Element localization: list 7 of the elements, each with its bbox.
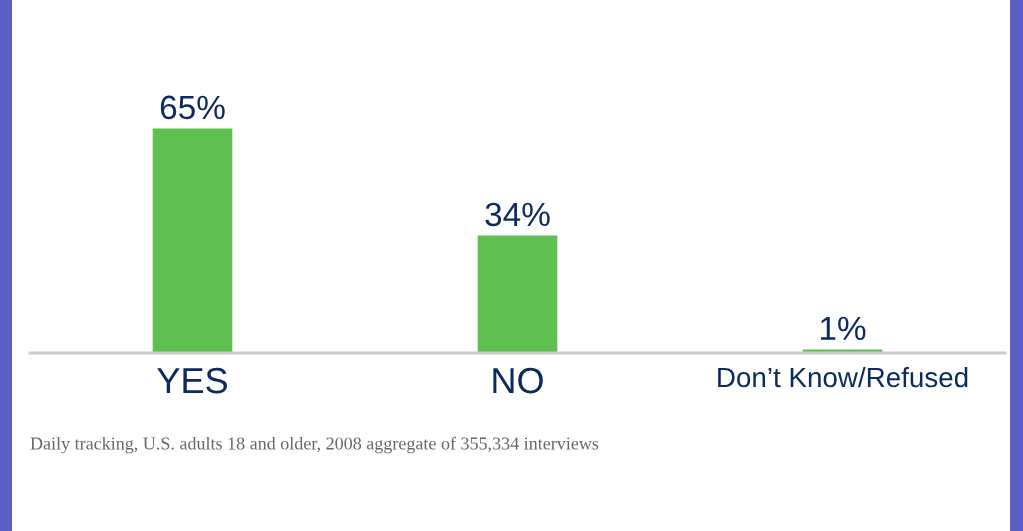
text: Daily tracking, U.S. adults 18 and older, 2008 aggregate of 355,334 interviews (30, 436, 599, 454)
data-label: 34% (485, 202, 550, 227)
data-label: 65% (160, 95, 225, 120)
x-tick-label: YES (157, 367, 227, 394)
x-tick-label: NO (493, 367, 543, 394)
data-label: 1% (820, 316, 866, 341)
x-tick-label: Don’t Know/Refused (718, 366, 968, 388)
